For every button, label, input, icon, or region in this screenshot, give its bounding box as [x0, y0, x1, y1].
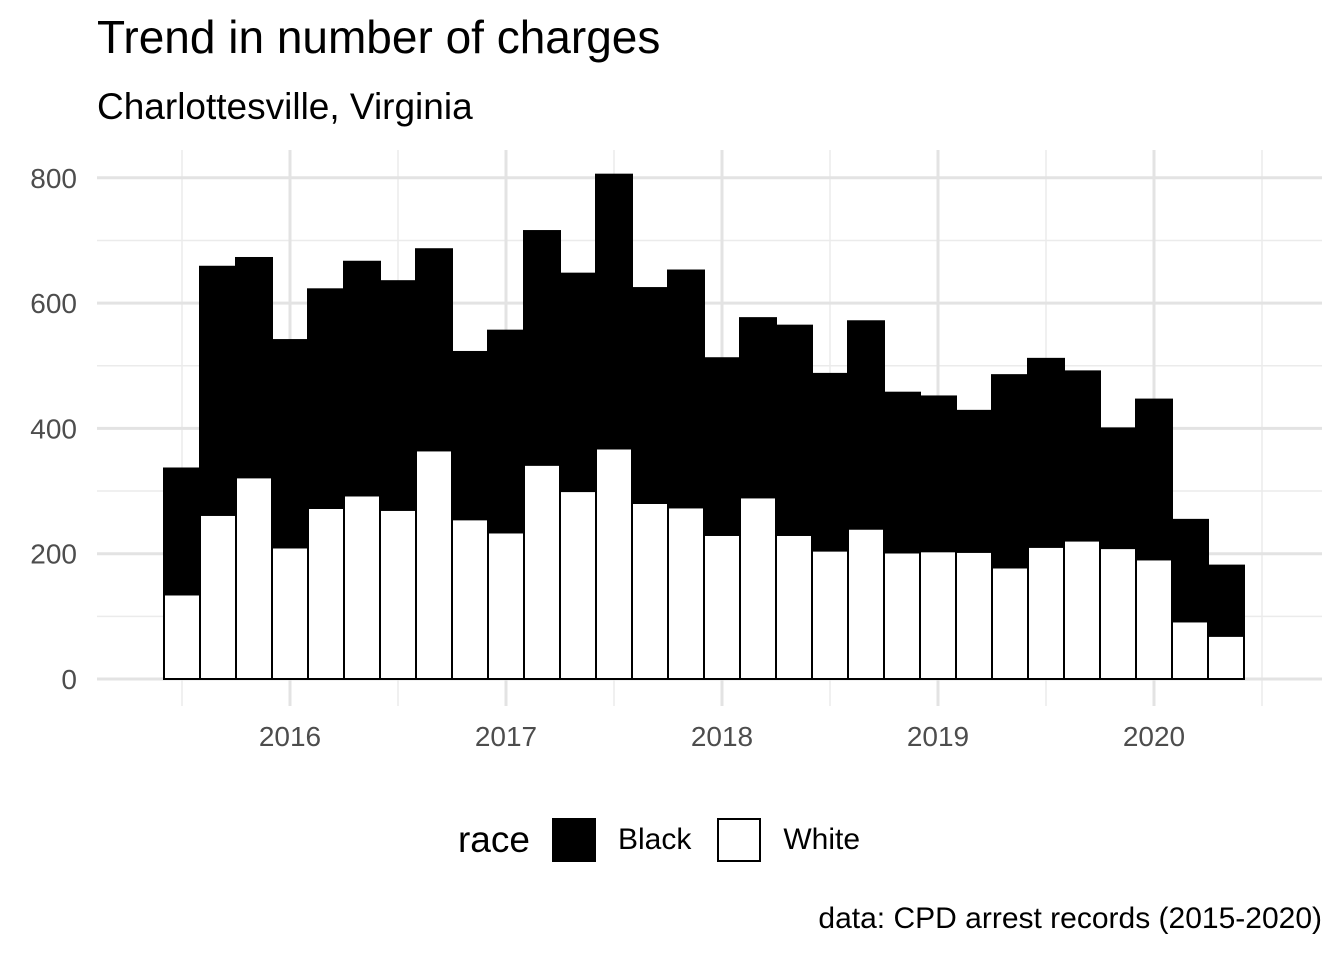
- y-tick-label: 400: [30, 413, 77, 444]
- bar-black: [271, 339, 309, 549]
- bar-chart: 0 200 400 600 800 2016 2017 2018 2019 2020: [30, 150, 1322, 752]
- legend-key-black: [551, 818, 596, 862]
- bar-white: [595, 447, 633, 680]
- y-tick-label: 200: [30, 539, 77, 570]
- chart-title: Trend in number of charges: [97, 11, 661, 63]
- bar-white: [955, 550, 993, 680]
- bar-black: [199, 265, 237, 516]
- bar-white: [379, 508, 417, 680]
- bar-black: [487, 329, 525, 534]
- bar-white: [415, 449, 453, 681]
- bar-white: [631, 501, 669, 680]
- bar-black: [631, 287, 669, 504]
- y-tick-label: 600: [30, 288, 77, 319]
- bar-white: [523, 463, 561, 680]
- bar-black: [379, 280, 417, 511]
- bar-black: [415, 248, 453, 452]
- bar-white: [919, 550, 957, 680]
- bar-black: [1099, 427, 1137, 550]
- legend-key-white: [717, 818, 762, 862]
- bar-white: [1027, 545, 1065, 680]
- bar-white: [1099, 547, 1137, 681]
- bar-black: [955, 409, 993, 553]
- bar-black: [595, 173, 633, 450]
- bar-white: [739, 496, 777, 680]
- chart-caption: data: CPD arrest records (2015-2020): [818, 902, 1322, 935]
- bars: [163, 173, 1245, 681]
- y-axis-labels: 0 200 400 600 800: [30, 163, 77, 695]
- bar-black: [451, 350, 489, 521]
- legend-label-white: White: [783, 823, 861, 856]
- bar-white: [559, 490, 597, 680]
- bar-black: [163, 467, 201, 596]
- bar-black: [883, 391, 921, 554]
- bar-white: [487, 531, 525, 680]
- bar-white: [1135, 558, 1173, 680]
- bar-white: [883, 551, 921, 681]
- legend-item-black: Black: [551, 818, 692, 862]
- bar-black: [919, 395, 957, 553]
- bar-white: [703, 533, 741, 681]
- bar-black: [739, 317, 777, 499]
- legend-item-white: White: [717, 818, 860, 862]
- bar-black: [307, 288, 345, 509]
- bar-black: [703, 357, 741, 536]
- y-tick-label: 800: [30, 163, 77, 194]
- bar-black: [1171, 518, 1209, 623]
- bar-white: [451, 518, 489, 680]
- legend: race Black White: [0, 818, 1344, 862]
- bar-black: [1063, 370, 1101, 542]
- x-tick-label: 2020: [1123, 721, 1185, 752]
- bar-white: [163, 593, 201, 680]
- bar-white: [775, 533, 813, 681]
- bar-black: [991, 374, 1029, 569]
- bar-white: [847, 527, 885, 681]
- bar-black: [667, 269, 705, 509]
- chart-subtitle: Charlottesville, Virginia: [97, 86, 473, 127]
- bar-black: [1027, 357, 1065, 548]
- bar-white: [811, 549, 849, 680]
- y-tick-label: 0: [61, 664, 77, 695]
- x-tick-label: 2018: [691, 721, 753, 752]
- bar-white: [235, 476, 273, 680]
- bar-white: [271, 546, 309, 680]
- legend-title: race: [457, 819, 530, 860]
- bar-black: [343, 260, 381, 497]
- x-tick-label: 2017: [475, 721, 537, 752]
- bar-black: [775, 324, 813, 536]
- bar-black: [847, 320, 885, 530]
- bar-white: [307, 506, 345, 681]
- bar-white: [991, 566, 1029, 680]
- bar-black: [1135, 398, 1173, 561]
- bar-black: [1207, 564, 1245, 637]
- bar-white: [199, 513, 237, 680]
- bar-white: [1171, 620, 1209, 680]
- bar-black: [235, 256, 273, 479]
- bar-black: [559, 272, 597, 493]
- bar-black: [811, 372, 849, 552]
- bar-black: [523, 230, 561, 466]
- bar-white: [1207, 634, 1245, 680]
- x-axis-labels: 2016 2017 2018 2019 2020: [259, 721, 1185, 752]
- legend-label-black: Black: [617, 823, 692, 856]
- bar-white: [1063, 539, 1101, 681]
- bar-white: [343, 494, 381, 680]
- x-tick-label: 2016: [259, 721, 321, 752]
- bar-white: [667, 506, 705, 680]
- x-tick-label: 2019: [907, 721, 969, 752]
